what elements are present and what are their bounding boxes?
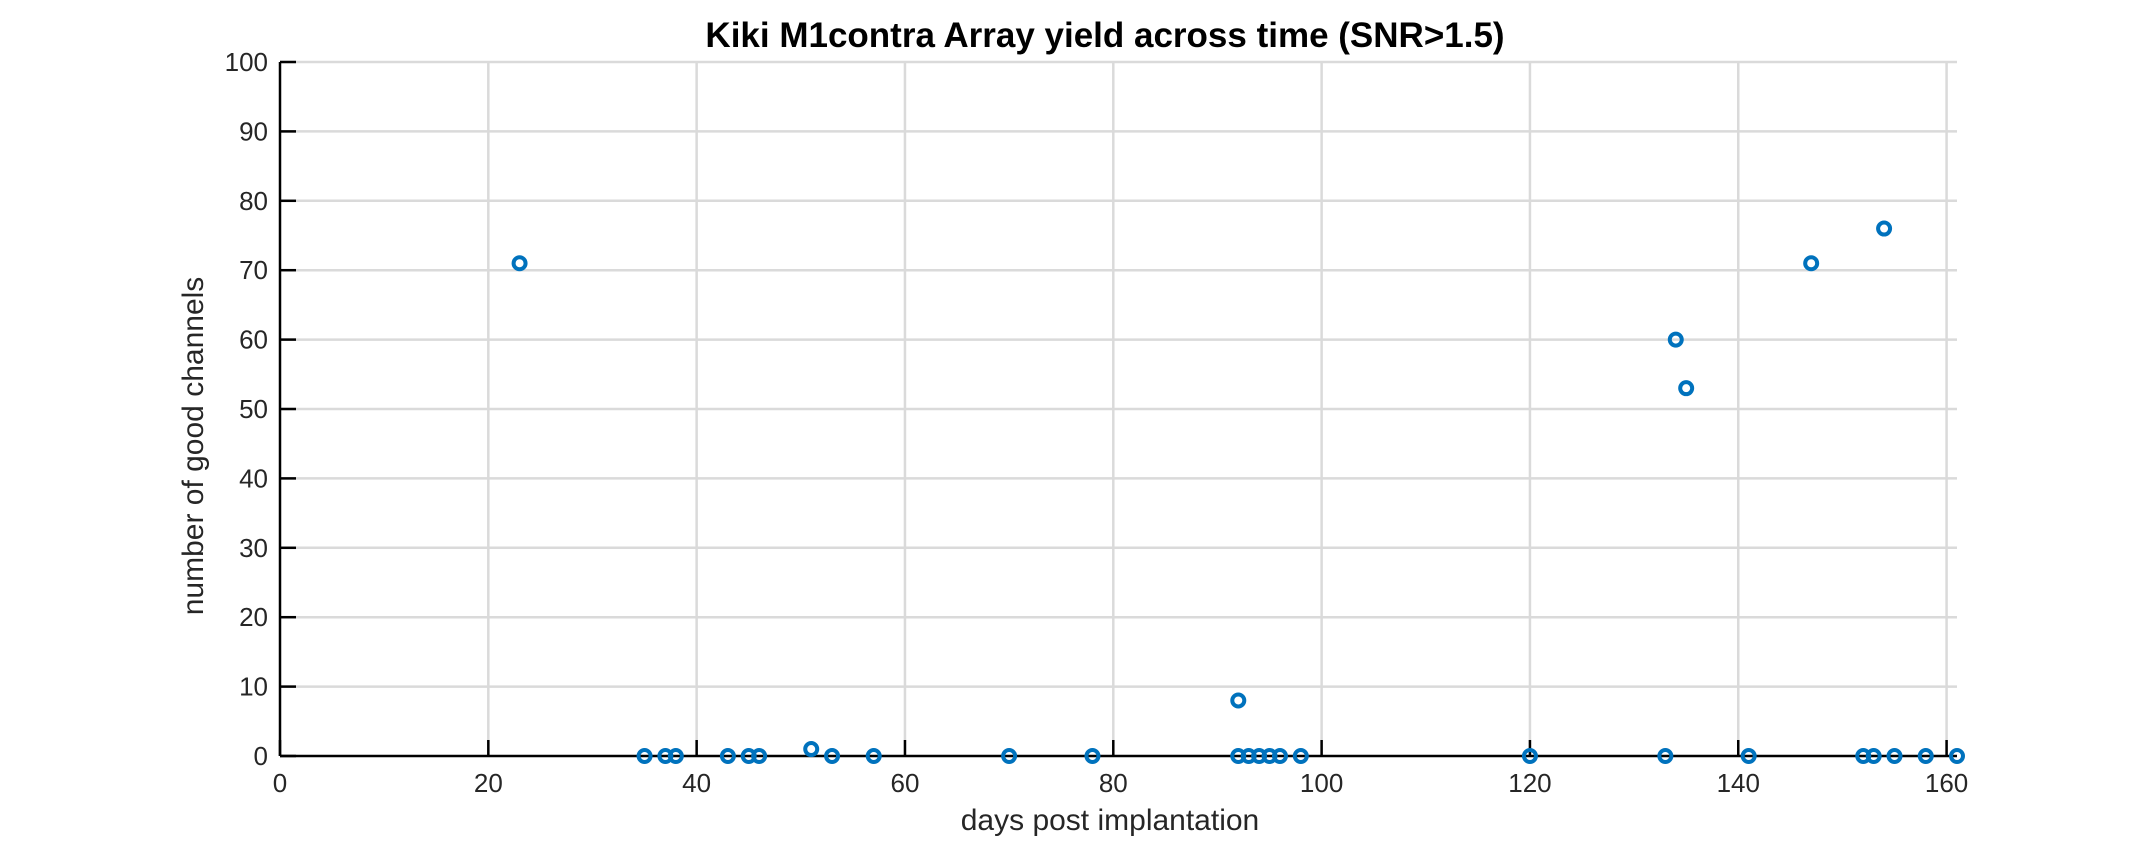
data-point [1678, 380, 1695, 397]
data-point [636, 748, 653, 764]
y-axis-label: number of good channels [177, 277, 210, 616]
data-point [1657, 748, 1674, 764]
chart-title: Kiki M1contra Array yield across time (S… [705, 16, 1504, 55]
y-tick-label: 0 [254, 741, 268, 771]
y-tick-label: 10 [239, 672, 268, 702]
data-point [865, 748, 882, 764]
x-tick-label: 40 [682, 768, 711, 798]
grid-lines [280, 60, 1957, 756]
axes [278, 60, 1957, 758]
data-point [719, 748, 736, 764]
y-tick-label: 100 [225, 47, 268, 77]
x-tick-label: 20 [474, 768, 503, 798]
x-tick-label: 140 [1717, 768, 1760, 798]
y-tick-label: 20 [239, 602, 268, 632]
data-point [1803, 255, 1820, 272]
data-point [803, 741, 820, 758]
data-point [1865, 748, 1882, 764]
data-point [1001, 748, 1018, 764]
y-tick-label: 70 [239, 255, 268, 285]
y-tick-label: 60 [239, 325, 268, 355]
data-point [1667, 331, 1684, 348]
data-point [1949, 748, 1965, 764]
data-point [667, 748, 684, 764]
data-point [511, 255, 528, 272]
x-tick-label: 160 [1925, 768, 1968, 798]
y-tick-label: 50 [239, 394, 268, 424]
tick-labels: 0 20 40 60 80 100 120 140 160 0 10 20 30 40 50 60 70 80 90… [225, 47, 1969, 798]
x-tick-label: 120 [1508, 768, 1551, 798]
data-point [1917, 748, 1934, 764]
data-point [1886, 748, 1903, 764]
data-point [751, 748, 768, 764]
y-tick-label: 90 [239, 116, 268, 146]
x-tick-label: 80 [1099, 768, 1128, 798]
x-tick-label: 100 [1300, 768, 1343, 798]
data-point [1271, 748, 1288, 764]
data-point [1230, 692, 1247, 709]
y-tick-label: 40 [239, 463, 268, 493]
x-tick-label: 0 [273, 768, 287, 798]
data-point [1740, 748, 1757, 764]
y-tick-label: 30 [239, 533, 268, 563]
x-axis-label: days post implantation [961, 804, 1260, 837]
y-tick-label: 80 [239, 186, 268, 216]
data-point [1084, 748, 1101, 764]
data-point [1292, 748, 1309, 764]
data-point [1521, 748, 1538, 764]
data-point [1876, 220, 1893, 237]
data-points [511, 220, 1965, 764]
data-point [824, 748, 841, 764]
x-tick-label: 60 [891, 768, 920, 798]
